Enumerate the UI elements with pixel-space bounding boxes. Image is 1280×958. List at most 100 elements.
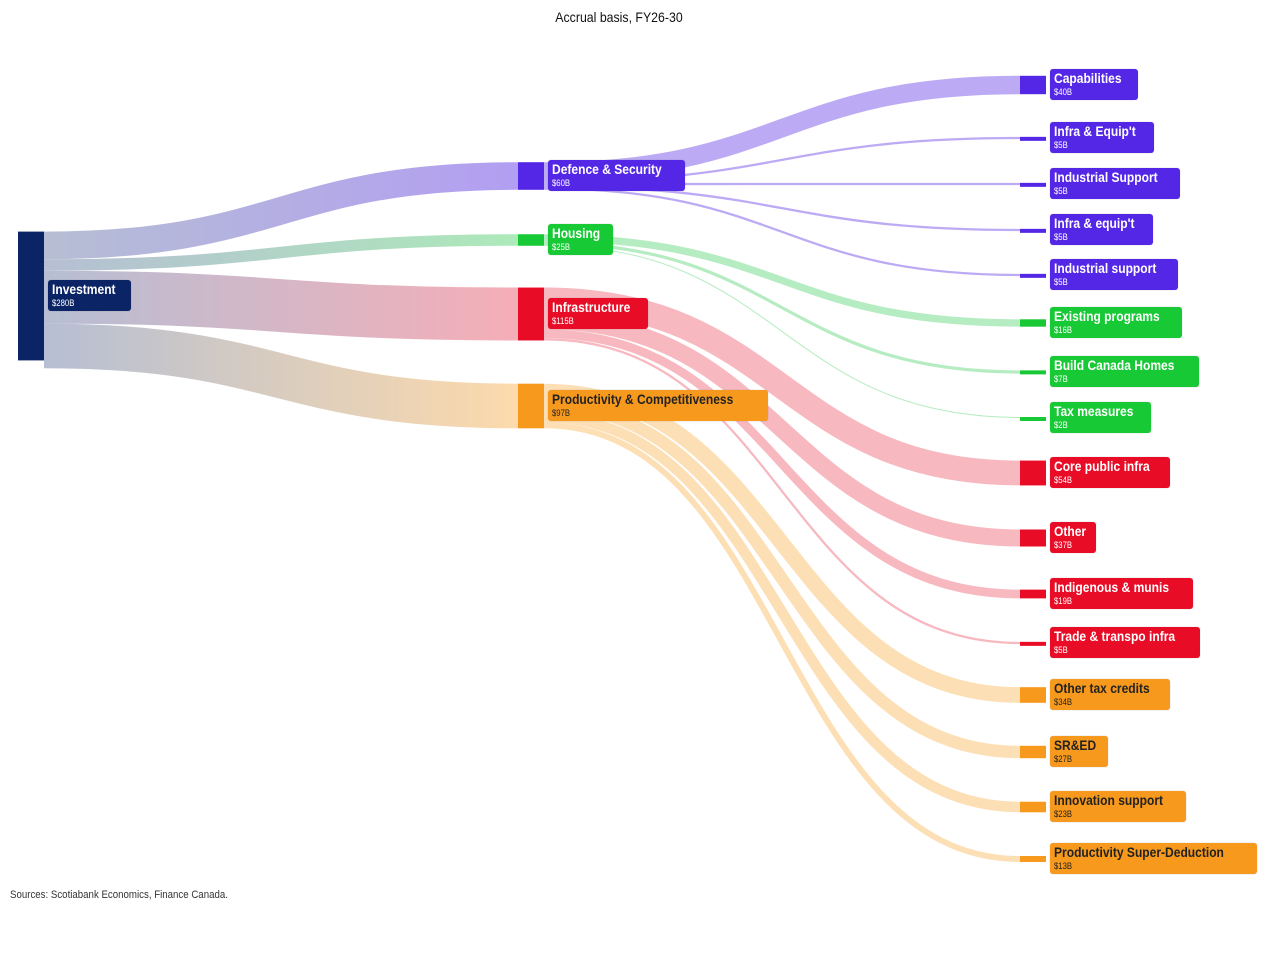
node-indig[interactable] bbox=[1020, 589, 1046, 599]
node-other[interactable] bbox=[1020, 529, 1046, 547]
node-value: $5B bbox=[1054, 645, 1068, 655]
node-label-investment: Investment $280B bbox=[48, 280, 131, 311]
node-ind_support2[interactable] bbox=[1020, 273, 1046, 278]
node-ind_support1[interactable] bbox=[1020, 182, 1046, 187]
node-taxm[interactable] bbox=[1020, 417, 1046, 421]
node-name: Trade & transpo infra bbox=[1054, 628, 1176, 644]
node-label-ind_support2: Industrial support $5B bbox=[1050, 259, 1178, 290]
link-investment-defence bbox=[43, 162, 519, 260]
node-name: Tax measures bbox=[1054, 403, 1134, 419]
node-name: Productivity Super-Deduction bbox=[1054, 844, 1224, 860]
link-defence-ind_support2 bbox=[543, 187, 1021, 277]
node-label-indig: Indigenous & munis $19B bbox=[1050, 578, 1193, 609]
link-productivity-sred bbox=[543, 399, 1021, 759]
node-psd[interactable] bbox=[1020, 856, 1046, 862]
node-label-taxm: Tax measures $2B bbox=[1050, 402, 1152, 433]
node-value: $54B bbox=[1054, 475, 1073, 485]
node-label-bch: Build Canada Homes $7B bbox=[1050, 356, 1200, 387]
link-housing-existing bbox=[543, 234, 1021, 327]
node-productivity[interactable] bbox=[518, 383, 544, 429]
node-value: $97B bbox=[552, 408, 571, 418]
node-trade[interactable] bbox=[1020, 641, 1046, 646]
node-value: $25B bbox=[552, 242, 571, 252]
node-investment[interactable] bbox=[18, 231, 44, 361]
links-layer bbox=[43, 75, 1021, 862]
node-bch[interactable] bbox=[1020, 370, 1046, 375]
node-name: Innovation support bbox=[1054, 792, 1164, 808]
node-label-ind_support1: Industrial Support $5B bbox=[1050, 168, 1180, 199]
node-name: Build Canada Homes bbox=[1054, 357, 1175, 373]
node-housing[interactable] bbox=[518, 234, 544, 246]
node-infra_equip2[interactable] bbox=[1020, 228, 1046, 233]
node-defence[interactable] bbox=[518, 162, 544, 190]
node-value: $5B bbox=[1054, 186, 1068, 196]
node-value: $34B bbox=[1054, 697, 1073, 707]
source-note: Sources: Scotiabank Economics, Finance C… bbox=[10, 889, 228, 901]
node-name: Existing programs bbox=[1054, 308, 1160, 324]
node-name: Indigenous & munis bbox=[1054, 579, 1170, 595]
link-investment-productivity bbox=[43, 323, 519, 429]
link-defence-capabilities bbox=[543, 75, 1021, 181]
node-value: $7B bbox=[1054, 374, 1068, 384]
node-value: $13B bbox=[1054, 861, 1073, 871]
node-label-othertax: Other tax credits $34B bbox=[1050, 679, 1171, 710]
node-infra_equip1[interactable] bbox=[1020, 136, 1046, 141]
node-label-trade: Trade & transpo infra $5B bbox=[1050, 627, 1200, 658]
node-label-innov: Innovation support $23B bbox=[1050, 791, 1186, 822]
node-existing[interactable] bbox=[1020, 319, 1046, 327]
node-name: Infra & equip't bbox=[1054, 215, 1135, 231]
node-name: Infra & Equip't bbox=[1054, 123, 1136, 139]
node-label-existing: Existing programs $16B bbox=[1050, 307, 1182, 338]
node-value: $40B bbox=[1054, 87, 1073, 97]
node-innov[interactable] bbox=[1020, 801, 1046, 813]
node-label-defence: Defence & Security $60B bbox=[548, 160, 685, 191]
node-value: $16B bbox=[1054, 325, 1073, 335]
node-name: Core public infra bbox=[1054, 458, 1150, 474]
node-name: Other bbox=[1054, 523, 1087, 539]
node-value: $23B bbox=[1054, 809, 1073, 819]
node-label-infra: Infrastructure $115B bbox=[548, 298, 649, 329]
link-infra-trade bbox=[543, 338, 1021, 645]
link-housing-taxm bbox=[543, 244, 1021, 418]
node-value: $37B bbox=[1054, 540, 1073, 550]
node-name: Housing bbox=[552, 225, 601, 241]
node-name: Other tax credits bbox=[1054, 680, 1150, 696]
node-value: $19B bbox=[1054, 596, 1073, 606]
node-name: Investment bbox=[52, 281, 116, 297]
node-label-infra_equip1: Infra & Equip't $5B bbox=[1050, 122, 1155, 153]
link-investment-housing bbox=[43, 234, 519, 271]
node-label-other: Other $37B bbox=[1050, 522, 1097, 553]
node-label-infra_equip2: Infra & equip't $5B bbox=[1050, 214, 1153, 245]
node-name: Infrastructure bbox=[552, 299, 631, 315]
node-name: SR&ED bbox=[1054, 737, 1097, 753]
node-core[interactable] bbox=[1020, 460, 1046, 486]
link-productivity-psd bbox=[543, 422, 1021, 862]
node-name: Productivity & Competitiveness bbox=[552, 391, 734, 407]
link-housing-bch bbox=[543, 241, 1021, 374]
node-value: $115B bbox=[552, 316, 574, 326]
nodes-layer bbox=[18, 75, 1046, 862]
node-label-psd: Productivity Super-Deduction $13B bbox=[1050, 843, 1257, 874]
chart-title: Accrual basis, FY26-30 bbox=[555, 9, 683, 25]
node-value: $5B bbox=[1054, 277, 1068, 287]
node-label-core: Core public infra $54B bbox=[1050, 457, 1171, 488]
node-sred[interactable] bbox=[1020, 745, 1046, 759]
node-label-capabilities: Capabilities $40B bbox=[1050, 69, 1138, 100]
node-capabilities[interactable] bbox=[1020, 75, 1046, 95]
node-value: $2B bbox=[1054, 420, 1068, 430]
node-name: Defence & Security bbox=[552, 161, 662, 177]
node-label-housing: Housing $25B bbox=[548, 224, 613, 255]
link-infra-other bbox=[543, 312, 1021, 547]
node-value: $5B bbox=[1054, 232, 1068, 242]
node-value: $60B bbox=[552, 178, 571, 188]
link-infra-indig bbox=[543, 329, 1021, 599]
node-value: $27B bbox=[1054, 754, 1073, 764]
link-defence-infra_equip2 bbox=[543, 185, 1021, 232]
link-productivity-innov bbox=[543, 411, 1021, 813]
node-name: Industrial support bbox=[1054, 260, 1157, 276]
node-othertax[interactable] bbox=[1020, 687, 1046, 703]
node-label-sred: SR&ED $27B bbox=[1050, 736, 1109, 767]
node-infra[interactable] bbox=[518, 287, 544, 341]
node-value: $5B bbox=[1054, 140, 1068, 150]
node-name: Capabilities bbox=[1054, 70, 1122, 86]
